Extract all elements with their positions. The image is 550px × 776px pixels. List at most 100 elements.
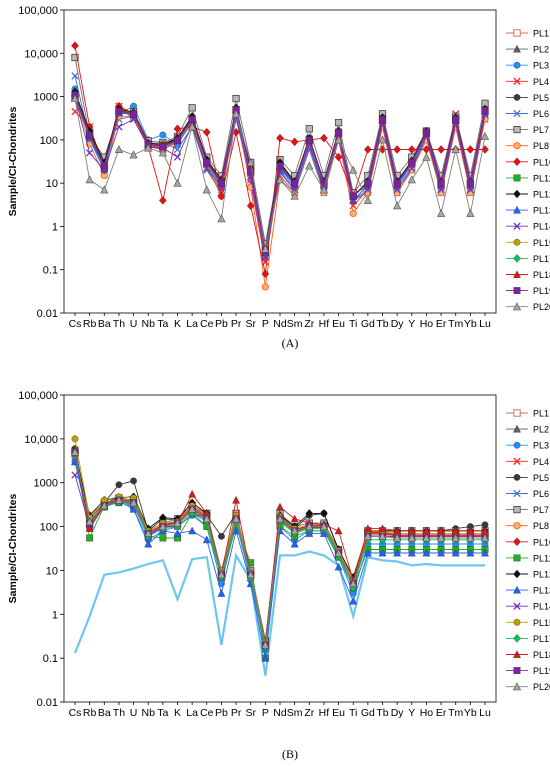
legend-label-pl3: PL3 — [533, 61, 549, 71]
point-pl18-pr — [232, 495, 240, 504]
point-pl10-sm — [290, 137, 299, 147]
point-pl13-er — [437, 548, 445, 557]
point-pl20-th — [114, 495, 124, 504]
legend-marker-pl12 — [513, 569, 521, 579]
x-tick-label-lu: Lu — [479, 707, 491, 719]
legend: PL1 PL2 PL3 PL4 PL5 PL6 PL7 PL8 PL10 PL11 PL12 PL13… — [506, 409, 550, 692]
x-tick-label-zr: Zr — [304, 707, 314, 719]
point-pl13-ce — [202, 535, 211, 544]
point-pl20-lu — [480, 533, 490, 542]
point-pl20-ba — [100, 185, 109, 194]
legend-marker-pl4 — [513, 77, 521, 85]
x-tick-label-k: K — [174, 707, 181, 719]
point-pl20-pr — [231, 109, 241, 118]
x-tick-label-ce: Ce — [200, 318, 214, 330]
y-tick-label: 1 — [52, 221, 58, 233]
x-tick-label-ho: Ho — [420, 707, 434, 719]
legend-label-pl17: PL17 — [533, 254, 550, 264]
point-pl13-pb — [217, 589, 226, 597]
y-tick-label: 100,000 — [18, 390, 58, 402]
y-axis-label: Sample/CI-Chondrites — [7, 107, 19, 217]
x-tick-label-th: Th — [113, 318, 125, 330]
legend-marker-pl20 — [512, 302, 522, 311]
panel-label: (A) — [282, 336, 299, 350]
legend-label-pl1: PL1 — [533, 29, 549, 39]
legend-marker-pl19 — [513, 667, 521, 675]
x-tick-label-hf: Hf — [319, 707, 330, 719]
point-pl13-ti — [349, 596, 358, 605]
point-pl18-la — [188, 489, 197, 498]
point-pl6-cs — [71, 72, 79, 80]
x-tick-label-p: P — [262, 707, 269, 719]
x-tick-label-dy: Dy — [391, 707, 405, 719]
legend-label-pl13: PL13 — [533, 206, 550, 216]
x-tick-label-yb: Yb — [464, 707, 477, 719]
point-pl13-lu — [481, 548, 489, 557]
legend-label-pl11: PL11 — [533, 553, 550, 563]
legend-marker-pl1 — [513, 409, 521, 417]
point-pl19-sm — [291, 179, 299, 187]
point-pl20-pb — [217, 214, 226, 223]
legend-marker-pl7 — [513, 126, 521, 134]
x-tick-label-rb: Rb — [83, 707, 97, 719]
y-tick-label: 0.01 — [37, 308, 58, 320]
x-tick-label-lu: Lu — [479, 318, 491, 330]
legend-marker-pl11 — [513, 174, 521, 182]
y-tick-label: 1000 — [34, 92, 58, 104]
legend-label-pl6: PL6 — [533, 489, 549, 499]
point-pl19-dy — [393, 179, 401, 187]
x-tick-label-ta: Ta — [157, 318, 168, 330]
point-pl20-yb — [466, 208, 475, 217]
point-pl14-p — [261, 253, 270, 261]
legend-marker-pl18 — [513, 650, 521, 658]
legend-label-pl18: PL18 — [533, 270, 550, 280]
point-pl11-ta — [159, 534, 167, 542]
x-tick-label-k: K — [174, 318, 181, 330]
point-pl18-sm — [290, 514, 299, 523]
legend-label-pl14: PL14 — [533, 222, 550, 232]
point-pl13-tb — [378, 548, 387, 557]
point-pl20-p — [261, 640, 270, 649]
point-pl7-eu — [334, 119, 343, 127]
legend-label-pl8: PL8 — [533, 141, 549, 151]
legend-label-pl13: PL13 — [533, 586, 550, 596]
x-tick-label-dy: Dy — [391, 318, 405, 330]
point-pl19-lu — [481, 107, 489, 114]
point-pl19-eu — [335, 128, 342, 136]
legend-marker-pl2 — [513, 44, 521, 53]
legend-label-pl2: PL2 — [533, 425, 549, 435]
point-pl18-tb — [378, 524, 387, 532]
point-pl19-k — [174, 136, 181, 144]
legend-marker-pl14 — [513, 602, 521, 610]
point-pl19-gd — [364, 179, 372, 187]
point-pl20-la — [188, 122, 197, 131]
y-tick-label: 1000 — [34, 478, 58, 490]
point-pl13-eu — [334, 562, 343, 571]
y-tick-label: 10,000 — [24, 48, 58, 60]
x-tick-label-er: Er — [436, 318, 447, 330]
legend-marker-pl8 — [513, 142, 521, 150]
point-pl13-nb — [144, 539, 153, 548]
legend-marker-pl14 — [513, 222, 521, 230]
point-pl18-eu — [334, 526, 343, 535]
point-pl13-sm — [290, 539, 299, 548]
x-tick-label-p: P — [262, 318, 269, 330]
legend-marker-pl10 — [513, 537, 521, 547]
y-tick-label: 100 — [40, 522, 58, 534]
point-pl20-er — [436, 208, 446, 217]
legend-label-pl4: PL4 — [533, 77, 549, 87]
point-pl7-zr — [305, 125, 313, 133]
x-tick-label-pr: Pr — [231, 318, 242, 330]
point-pl19-ce — [203, 159, 211, 166]
point-pl13-zr — [305, 529, 314, 537]
legend-marker-pl20 — [512, 682, 522, 691]
point-pl14-nd — [276, 168, 284, 176]
series-pl14 — [71, 93, 489, 261]
x-tick-label-sm: Sm — [287, 707, 303, 719]
legend-label-pl18: PL18 — [533, 650, 550, 660]
legend-marker-pl18 — [513, 270, 521, 278]
x-tick-label-eu: Eu — [332, 707, 345, 719]
point-pl20-ce — [202, 185, 211, 194]
point-pl19-ti — [349, 192, 357, 200]
point-pl13-k — [173, 529, 182, 537]
